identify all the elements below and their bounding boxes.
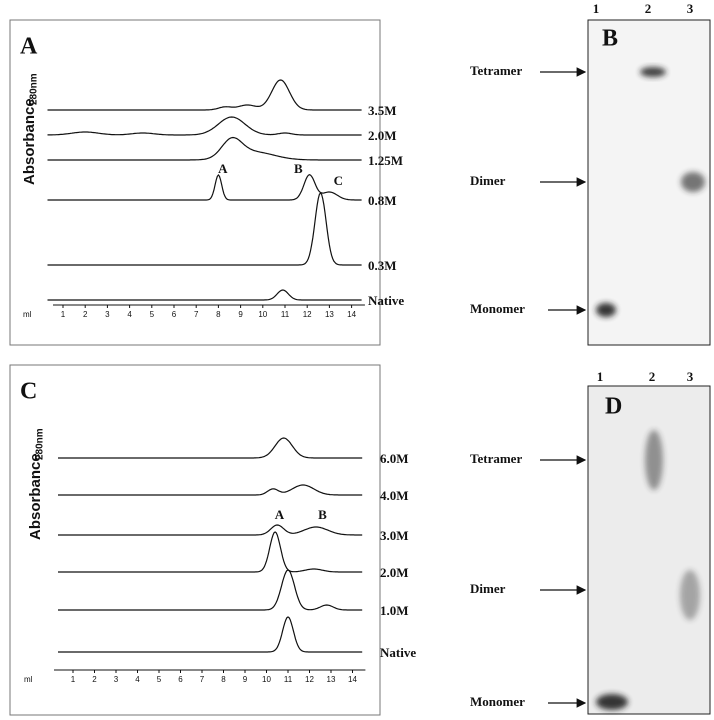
lane-label: 2 — [645, 1, 652, 16]
panel-label: D — [605, 394, 622, 420]
panel-label: C — [20, 379, 37, 405]
trace — [58, 484, 363, 496]
trace-label: 1.25M — [368, 153, 403, 168]
panel-frame — [9, 19, 381, 346]
x-tick-label: 13 — [327, 675, 336, 684]
trace-label: 2.0M — [380, 565, 409, 580]
peak-label: B — [294, 161, 303, 176]
x-tick-label: 14 — [347, 310, 356, 319]
x-tick-label: 9 — [238, 310, 243, 319]
x-tick-label: 6 — [172, 310, 177, 319]
x-tick-label: 9 — [243, 675, 248, 684]
trace — [58, 531, 363, 573]
trace-label: 2.0M — [368, 128, 397, 143]
x-tick-label: 14 — [348, 675, 357, 684]
panel-label: A — [20, 34, 38, 60]
lane-label: 2 — [649, 369, 656, 384]
lane-label: 3 — [687, 1, 694, 16]
band-label: Monomer — [470, 694, 525, 709]
trace-label: Native — [368, 293, 404, 308]
x-tick-label: 3 — [105, 310, 110, 319]
x-tick-label: 1 — [71, 675, 76, 684]
trace — [47, 192, 362, 266]
x-tick-label: 5 — [157, 675, 162, 684]
x-tick-label: 4 — [135, 675, 140, 684]
x-unit: ml — [24, 675, 33, 684]
trace — [58, 616, 363, 653]
panel-label: B — [602, 26, 618, 52]
y-label: Absorbance — [21, 98, 38, 185]
trace — [47, 79, 362, 111]
x-unit: ml — [23, 310, 32, 319]
y-label-sub: 280nm — [29, 73, 40, 105]
y-label-sub: 280nm — [35, 428, 46, 460]
gel-band — [681, 172, 705, 192]
lane-label: 3 — [687, 369, 694, 384]
band-label: Dimer — [470, 173, 506, 188]
trace — [47, 289, 362, 301]
lane-label: 1 — [593, 1, 600, 16]
gel-band — [640, 67, 666, 77]
trace — [58, 524, 363, 536]
trace — [58, 569, 363, 611]
x-tick-label: 11 — [281, 310, 290, 319]
trace-label: 0.8M — [368, 193, 397, 208]
peak-label: A — [275, 507, 285, 522]
x-tick-label: 10 — [262, 675, 271, 684]
trace-label: 3.5M — [368, 103, 397, 118]
x-tick-label: 12 — [305, 675, 314, 684]
x-tick-label: 4 — [127, 310, 132, 319]
x-tick-label: 1 — [61, 310, 66, 319]
x-tick-label: 8 — [221, 675, 226, 684]
x-tick-label: 13 — [325, 310, 334, 319]
gel-band — [596, 303, 616, 317]
x-tick-label: 5 — [150, 310, 155, 319]
trace — [47, 174, 362, 201]
trace — [58, 437, 363, 459]
trace-label: 6.0M — [380, 451, 409, 466]
trace — [47, 136, 362, 161]
trace-label: 1.0M — [380, 603, 409, 618]
lane-label: 1 — [597, 369, 604, 384]
x-tick-label: 7 — [200, 675, 205, 684]
y-label: Absorbance — [27, 453, 44, 540]
trace-label: 0.3M — [368, 258, 397, 273]
x-tick-label: 3 — [114, 675, 119, 684]
trace-label: 4.0M — [380, 488, 409, 503]
trace-label: 3.0M — [380, 528, 409, 543]
x-tick-label: 2 — [83, 310, 88, 319]
x-tick-label: 11 — [284, 675, 293, 684]
x-tick-label: 7 — [194, 310, 199, 319]
x-tick-label: 2 — [92, 675, 97, 684]
band-label: Tetramer — [470, 63, 522, 78]
x-tick-label: 8 — [216, 310, 221, 319]
panel-frame — [9, 364, 381, 716]
trace-label: Native — [380, 645, 416, 660]
band-label: Dimer — [470, 581, 506, 596]
peak-label: B — [318, 507, 327, 522]
gel-band — [680, 570, 700, 620]
band-label: Monomer — [470, 301, 525, 316]
x-tick-label: 6 — [178, 675, 183, 684]
band-label: Tetramer — [470, 451, 522, 466]
gel-band — [645, 430, 663, 490]
peak-label: A — [218, 161, 228, 176]
x-tick-label: 12 — [303, 310, 312, 319]
gel-band — [596, 694, 628, 710]
x-tick-label: 10 — [258, 310, 267, 319]
trace — [47, 116, 362, 136]
peak-label: C — [334, 173, 343, 188]
